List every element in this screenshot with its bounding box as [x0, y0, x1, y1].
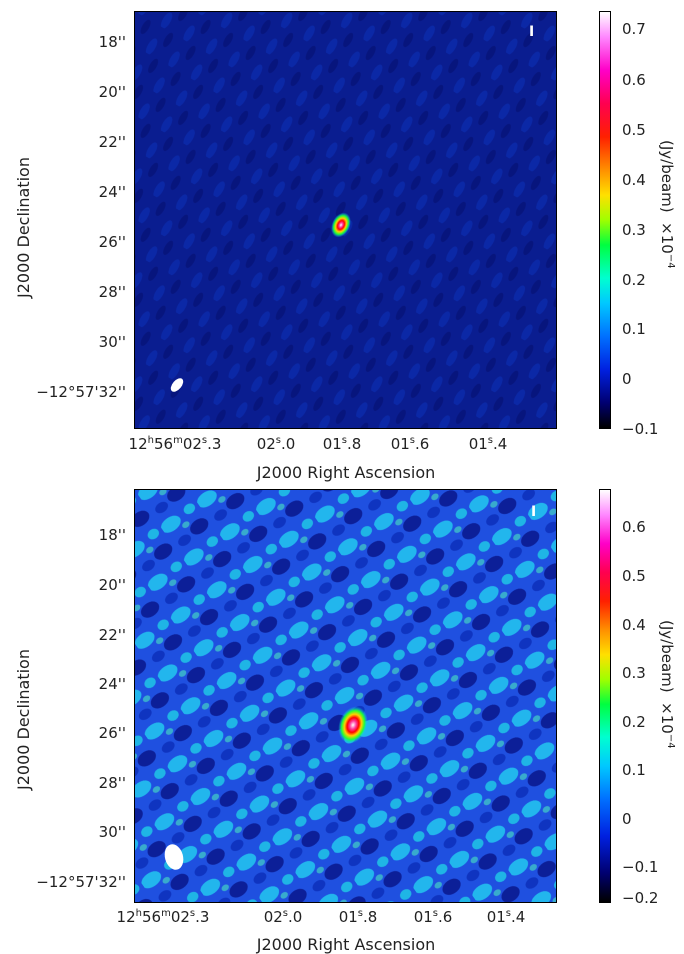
colorbar-tick-label: 0.6 [622, 71, 646, 89]
radio-source [338, 706, 368, 744]
radio-map-image [134, 489, 557, 903]
ytick-label: 20'' [98, 576, 126, 594]
colorbar-tick-label: 0.7 [622, 20, 646, 38]
xtick-label: 02s.0 [256, 435, 296, 453]
colorbar-tick-label: 0.2 [622, 713, 646, 731]
xtick-label: 01s.4 [486, 908, 526, 926]
ytick-label: 28'' [98, 774, 126, 792]
colorbar-tick-label: −0.2 [622, 889, 659, 907]
colorbar-tick-label: 0.3 [622, 221, 646, 239]
colorbar [599, 489, 611, 903]
ytick-label: 20'' [98, 83, 126, 101]
colorbar-title: (Jy/beam) ×10−4 [658, 620, 676, 749]
ytick-label: 30'' [98, 823, 126, 841]
colorbar-tick-label: 0.1 [622, 761, 646, 779]
radio-map-image [134, 11, 557, 429]
ytick-label: −12°57'32'' [36, 873, 126, 891]
beam-ellipse [164, 844, 184, 870]
colorbar-tick-label: 0.4 [622, 616, 646, 634]
colorbar-tick-label: 0.5 [622, 567, 646, 585]
ytick-label: 26'' [98, 233, 126, 251]
radio-source [331, 212, 351, 238]
panel-bottom: I 18'' 20'' 22'' 24'' 26'' 28'' 30'' −12… [0, 480, 684, 954]
colorbar-title: (Jy/beam) ×10−4 [658, 140, 676, 269]
ytick-label: 30'' [98, 333, 126, 351]
colorbar-tick-label: 0 [622, 810, 632, 828]
colorbar-tick-label: 0.4 [622, 171, 646, 189]
colorbar-tick-label: −0.1 [622, 858, 659, 876]
colorbar-tick-label: 0 [622, 370, 632, 388]
ytick-label: −12°57'32'' [36, 383, 126, 401]
ytick-label: 22'' [98, 626, 126, 644]
panel-top: I 18'' 20'' 22'' 24'' 26'' 28'' 30'' −12… [14, 11, 676, 482]
y-axis-title: J2000 Declination [14, 157, 33, 298]
colorbar-tick-label: 0.2 [622, 271, 646, 289]
xtick-label: 02s.0 [263, 908, 303, 926]
colorbar-tick-label: 0.1 [622, 320, 646, 338]
ytick-label: 22'' [98, 133, 126, 151]
beam-ellipse [170, 378, 184, 392]
stokes-label: I [531, 504, 537, 520]
x-axis-title: J2000 Right Ascension [256, 463, 436, 482]
xtick-label: 12h56m02s.3 [128, 435, 222, 453]
ytick-label: 24'' [98, 183, 126, 201]
ytick-label: 28'' [98, 283, 126, 301]
y-axis-title: J2000 Declination [14, 649, 33, 790]
xtick-label: 01s.6 [413, 908, 453, 926]
colorbar-tick-label: 0.3 [622, 664, 646, 682]
map-top-svg [134, 11, 557, 429]
colorbar-tick-label: −0.1 [622, 420, 659, 438]
colorbar-tick-label: 0.5 [622, 121, 646, 139]
ytick-label: 26'' [98, 724, 126, 742]
xtick-label: 01s.6 [390, 435, 430, 453]
ytick-label: 24'' [98, 675, 126, 693]
ytick-label: 18'' [98, 33, 126, 51]
colorbar [599, 11, 611, 429]
ytick-label: 18'' [98, 526, 126, 544]
map-bottom-svg [134, 489, 557, 903]
xtick-label: 12h56m02s.3 [116, 908, 210, 926]
xtick-label: 01s.4 [468, 435, 508, 453]
xtick-label: 01s.8 [322, 435, 362, 453]
colorbar-tick-label: 0.6 [622, 518, 646, 536]
map-background [134, 489, 557, 903]
x-axis-title: J2000 Right Ascension [256, 935, 436, 954]
stokes-label: I [529, 24, 535, 40]
xtick-label: 01s.8 [338, 908, 378, 926]
